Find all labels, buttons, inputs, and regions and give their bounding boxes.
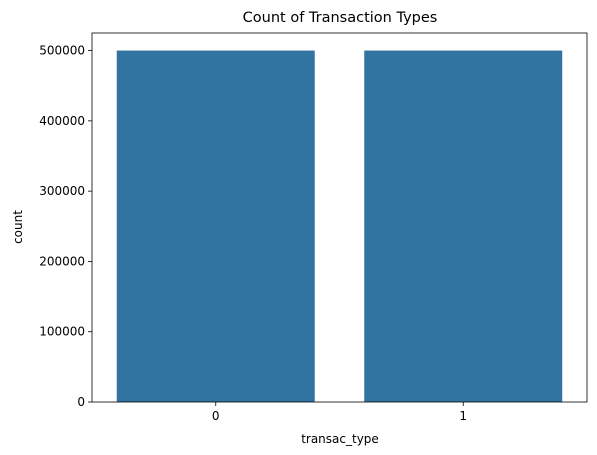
x-tick-label: 1 xyxy=(459,409,467,423)
chart-title: Count of Transaction Types xyxy=(243,10,438,26)
x-axis-label: transac_type xyxy=(301,432,379,446)
plot-frame xyxy=(91,32,588,403)
y-axis-label: count xyxy=(11,210,25,244)
bar-0 xyxy=(116,50,315,402)
y-tick-label: 0 xyxy=(77,395,85,409)
y-tick-label: 200000 xyxy=(39,254,85,268)
y-tick-label: 300000 xyxy=(39,184,85,198)
y-tick-label: 100000 xyxy=(39,325,85,339)
y-ticks: 0 100000 200000 300000 400000 500000 xyxy=(39,44,92,409)
y-tick-label: 400000 xyxy=(39,114,85,128)
bars xyxy=(116,50,563,402)
bar-1 xyxy=(364,50,563,402)
x-tick-label: 0 xyxy=(212,409,220,423)
y-tick-label: 500000 xyxy=(39,44,85,58)
